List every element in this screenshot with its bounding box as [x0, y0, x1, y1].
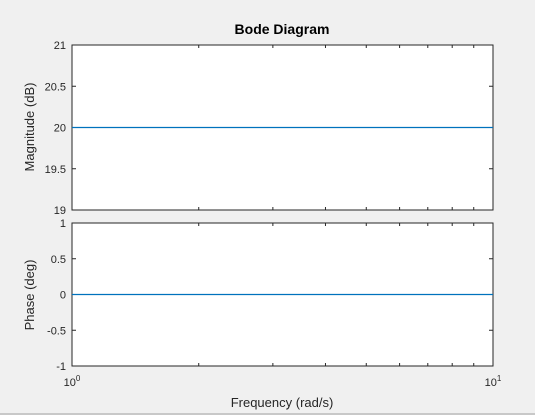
- phase-ytick-label: -1: [56, 361, 66, 373]
- phase-ytick-label: 0: [60, 290, 66, 302]
- magnitude-axis-label: Magnitude (dB): [22, 83, 37, 172]
- phase-ytick-label: 1: [60, 218, 66, 230]
- phase-ytick-label: -0.5: [47, 325, 66, 337]
- xtick-base: 10: [64, 377, 76, 389]
- magnitude-ytick-label: 20.5: [45, 81, 66, 93]
- xtick-exponent: 1: [497, 374, 502, 383]
- chart-title: Bode Diagram: [235, 21, 330, 37]
- xtick-label: 101: [485, 374, 502, 389]
- phase-ytick-label: 0.5: [51, 254, 66, 266]
- magnitude-ytick-label: 19: [54, 205, 66, 217]
- magnitude-ytick-label: 21: [54, 40, 66, 52]
- xtick-base: 10: [485, 377, 497, 389]
- xtick-label: 100: [64, 374, 81, 389]
- magnitude-ytick-label: 20: [54, 123, 66, 135]
- frequency-axis-label: Frequency (rad/s): [231, 395, 334, 410]
- xtick-exponent: 0: [76, 374, 81, 383]
- magnitude-ytick-label: 19.5: [45, 164, 66, 176]
- phase-axis-label: Phase (deg): [22, 260, 37, 331]
